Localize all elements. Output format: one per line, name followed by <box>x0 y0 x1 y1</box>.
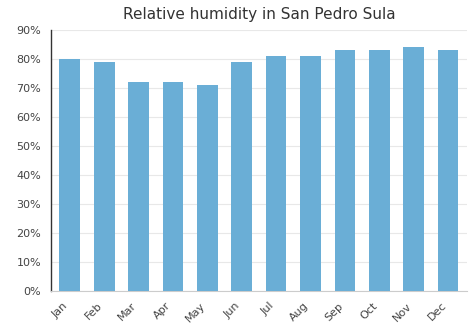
Bar <box>266 56 286 291</box>
Bar <box>231 62 252 291</box>
Bar <box>60 59 80 291</box>
Title: Relative humidity in San Pedro Sula: Relative humidity in San Pedro Sula <box>123 7 395 22</box>
Bar <box>94 62 115 291</box>
Bar <box>403 47 424 291</box>
Bar <box>335 50 356 291</box>
Bar <box>197 85 218 291</box>
Bar <box>300 56 321 291</box>
Bar <box>128 82 149 291</box>
Bar <box>369 50 390 291</box>
Bar <box>163 82 183 291</box>
Bar <box>438 50 458 291</box>
